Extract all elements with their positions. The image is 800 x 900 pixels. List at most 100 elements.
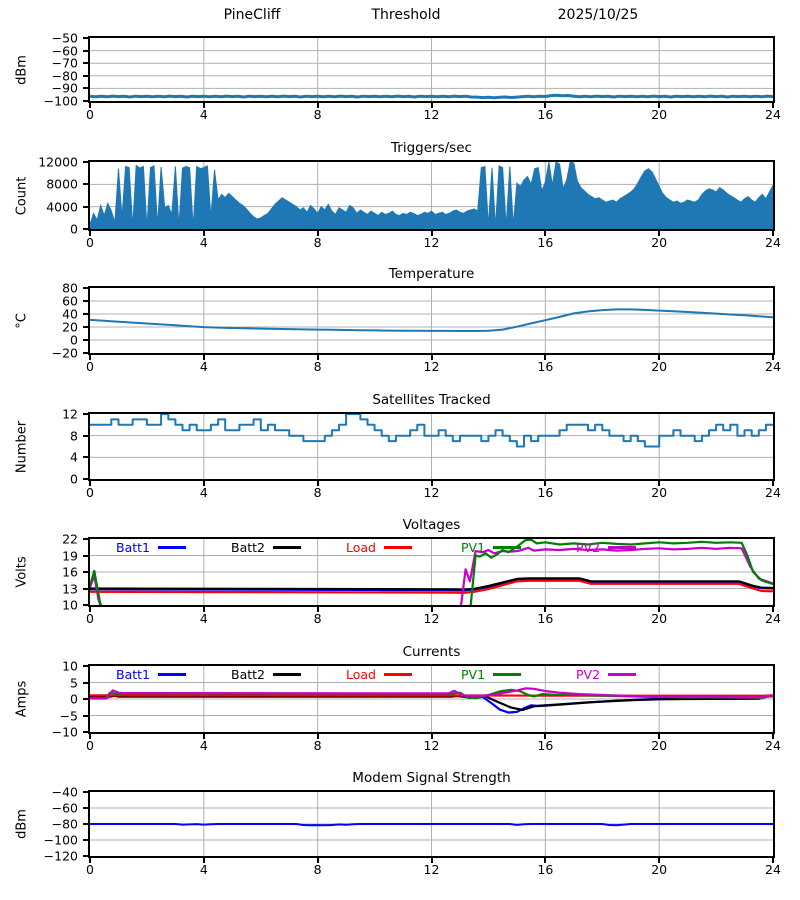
y-tick-mark <box>83 478 88 480</box>
x-tick-label: 0 <box>86 235 94 250</box>
x-tick-label: 12 <box>423 359 440 374</box>
y-tick-label: −70 <box>51 55 78 71</box>
chart-canvas <box>90 539 773 605</box>
y-tick-label: 8000 <box>46 176 78 192</box>
y-tick-label: 13 <box>62 581 78 596</box>
plot-area <box>88 160 775 231</box>
y-tick-label: −60 <box>51 800 78 816</box>
legend-line-swatch <box>273 673 301 676</box>
x-tick-mark <box>89 858 91 863</box>
y-tick-mark <box>83 100 88 102</box>
x-tick-mark <box>202 481 205 486</box>
x-tick-mark <box>544 231 547 236</box>
y-axis-ticks: −100 −90 −80 −70 −60 −50 <box>0 31 88 109</box>
legend-label: Batt1 <box>116 667 150 682</box>
y-tick-label: −40 <box>51 784 78 800</box>
y-tick-label: 0 <box>70 332 78 348</box>
series-pv2-amps <box>90 687 773 700</box>
y-axis-ticks: −10 −5 0 5 10 <box>0 659 88 740</box>
y-tick-mark <box>83 604 88 606</box>
y-tick-label: 12000 <box>38 154 78 170</box>
y-tick-mark <box>83 74 88 77</box>
x-tick-label: 0 <box>86 485 94 500</box>
y-tick-label: 40 <box>62 306 78 322</box>
x-tick-label: 8 <box>313 359 322 374</box>
x-tick-label: 4 <box>199 235 208 250</box>
legend-item-pv2: PV2 <box>576 540 637 555</box>
x-tick-label: 20 <box>651 862 668 877</box>
y-tick-mark <box>83 665 88 667</box>
chart-title: Satellites Tracked <box>372 392 491 408</box>
legend-item-load: Load <box>346 540 412 555</box>
legend-label: Load <box>346 540 376 555</box>
plot-area <box>88 790 775 858</box>
date-label: 2025/10/25 <box>557 7 639 23</box>
x-tick-mark <box>202 103 205 108</box>
x-tick-label: 24 <box>765 862 781 877</box>
x-tick-mark <box>89 355 91 360</box>
x-tick-label: 20 <box>651 738 668 753</box>
legend-line-swatch <box>158 546 186 549</box>
x-tick-mark <box>658 231 661 236</box>
x-axis-ticks: 0 4 8 12 16 20 24 <box>86 355 781 375</box>
y-tick-mark <box>83 456 88 459</box>
x-tick-label: 4 <box>199 485 208 500</box>
x-tick-mark <box>430 231 433 236</box>
x-tick-label: 8 <box>313 107 322 122</box>
y-tick-mark <box>83 326 88 328</box>
x-tick-label: 4 <box>199 107 208 122</box>
y-tick-mark <box>83 681 88 684</box>
x-tick-label: 24 <box>765 611 781 626</box>
y-tick-label: −100 <box>43 93 78 109</box>
series-load-volts <box>90 579 773 594</box>
x-tick-label: 16 <box>537 107 554 122</box>
legend-line-swatch <box>493 546 522 549</box>
y-tick-mark <box>83 731 88 733</box>
y-tick-mark <box>83 287 88 289</box>
x-tick-mark <box>658 734 661 739</box>
x-tick-label: 8 <box>313 738 322 753</box>
y-tick-mark <box>83 339 88 341</box>
y-tick-label: 16 <box>62 564 78 580</box>
series-pv2-volts <box>90 546 773 605</box>
x-tick-mark <box>202 734 205 739</box>
x-tick-mark <box>430 858 433 863</box>
legend-label: Batt1 <box>116 540 150 555</box>
y-tick-mark <box>83 62 88 65</box>
x-tick-label: 24 <box>765 107 781 122</box>
legend-line-swatch <box>158 673 186 676</box>
chart-canvas <box>90 38 773 101</box>
y-tick-label: 80 <box>62 280 78 296</box>
y-axis-ticks: 0 4000 8000 12000 <box>0 155 88 237</box>
y-tick-mark <box>83 87 88 90</box>
panel-satellites: Satellites Tracked Number 0 4 8 12 0 4 8 12 16 2… <box>0 392 800 500</box>
y-tick-label: 10 <box>62 597 78 613</box>
legend-label: PV1 <box>461 667 486 682</box>
x-tick-mark <box>430 481 433 486</box>
x-tick-mark <box>772 481 774 486</box>
y-tick-label: −20 <box>51 345 78 361</box>
x-tick-mark <box>202 607 205 612</box>
y-axis-ticks: 0 4 8 12 <box>0 407 88 487</box>
x-axis-ticks: 0 4 8 12 16 20 24 <box>86 734 781 754</box>
legend-line-swatch <box>608 546 637 549</box>
x-axis-ticks: 0 4 8 12 16 20 24 <box>86 103 781 123</box>
x-tick-mark <box>202 355 205 360</box>
x-tick-label: 16 <box>537 359 554 374</box>
x-tick-mark <box>772 103 774 108</box>
series-triggers <box>90 162 773 229</box>
chart-canvas <box>90 288 773 353</box>
x-tick-mark <box>430 103 433 108</box>
y-tick-label: 4 <box>70 449 78 465</box>
x-tick-mark <box>89 481 91 486</box>
x-tick-mark <box>202 231 205 236</box>
x-tick-label: 8 <box>313 485 322 500</box>
series-pv1-volts <box>90 539 773 605</box>
x-tick-label: 20 <box>651 359 668 374</box>
x-tick-label: 24 <box>765 359 781 374</box>
chart-canvas <box>90 414 773 479</box>
y-tick-mark <box>83 434 88 437</box>
x-tick-label: 12 <box>423 738 440 753</box>
x-axis-ticks: 0 4 8 12 16 20 24 <box>86 231 781 251</box>
